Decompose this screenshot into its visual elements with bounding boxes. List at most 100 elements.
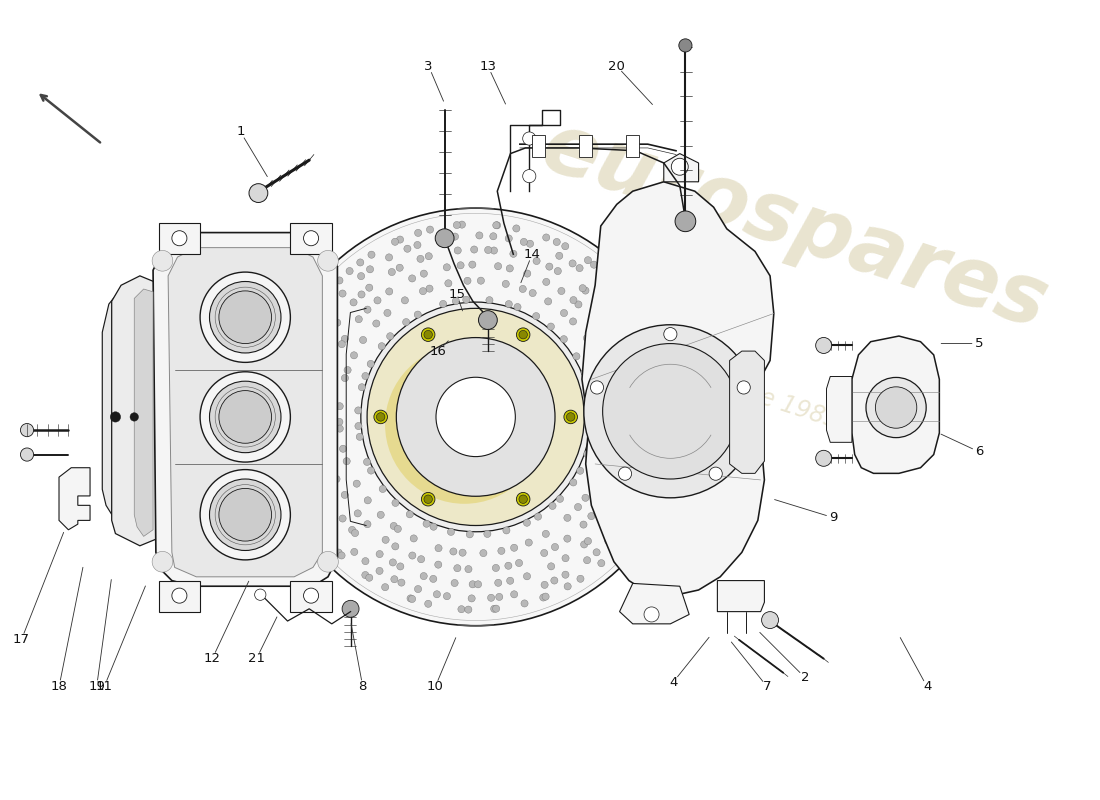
Circle shape [402,297,408,304]
Circle shape [386,288,393,295]
Circle shape [560,335,568,342]
Circle shape [484,530,491,538]
Circle shape [390,576,398,583]
Circle shape [593,549,601,556]
Circle shape [542,593,549,600]
Circle shape [365,574,373,582]
Circle shape [529,290,536,297]
Circle shape [403,318,409,326]
Text: 13: 13 [480,60,496,73]
Circle shape [424,495,432,503]
Circle shape [491,606,498,613]
Circle shape [421,493,434,506]
Circle shape [570,479,576,486]
Circle shape [396,264,404,271]
Circle shape [414,242,421,249]
Text: 16: 16 [430,345,447,358]
Circle shape [360,337,366,343]
Circle shape [350,299,358,306]
Circle shape [358,273,365,280]
Circle shape [344,366,351,374]
Circle shape [816,338,832,354]
Circle shape [671,158,689,175]
Circle shape [425,600,432,607]
Circle shape [507,577,514,584]
Circle shape [365,284,373,291]
Circle shape [600,363,606,370]
Circle shape [560,310,568,317]
Circle shape [466,530,473,538]
Circle shape [385,345,543,504]
Circle shape [554,267,561,274]
Circle shape [464,278,471,284]
Circle shape [620,492,627,499]
Circle shape [415,311,421,318]
Circle shape [319,346,326,354]
Circle shape [652,390,659,397]
Circle shape [582,494,590,502]
Circle shape [493,564,499,571]
Circle shape [433,590,440,598]
Circle shape [585,383,593,390]
Circle shape [314,466,320,474]
Circle shape [420,573,427,580]
Circle shape [321,436,329,443]
Polygon shape [290,223,332,254]
Circle shape [444,280,452,287]
Circle shape [329,302,336,309]
Circle shape [319,530,326,537]
Circle shape [661,374,668,382]
Circle shape [520,238,527,246]
Circle shape [336,277,343,284]
Circle shape [613,546,620,552]
Circle shape [603,343,738,479]
Circle shape [307,386,314,394]
Circle shape [283,380,289,387]
Circle shape [584,257,592,264]
Circle shape [305,403,312,410]
Circle shape [354,510,361,517]
Circle shape [581,541,587,548]
Circle shape [316,301,322,308]
Circle shape [302,350,309,357]
Circle shape [588,314,595,322]
Circle shape [430,523,437,530]
Circle shape [548,562,554,570]
Circle shape [605,444,613,451]
Circle shape [519,286,526,293]
Circle shape [663,327,676,341]
Polygon shape [168,248,322,577]
Circle shape [493,222,499,229]
Circle shape [532,313,540,320]
Circle shape [471,246,477,253]
Text: 18: 18 [51,680,67,694]
Circle shape [591,346,597,353]
Circle shape [324,375,332,382]
Polygon shape [134,289,153,536]
Circle shape [566,413,575,421]
Circle shape [352,530,359,537]
Circle shape [356,259,364,266]
Circle shape [337,425,343,432]
Circle shape [450,548,456,555]
Circle shape [320,402,328,409]
Circle shape [522,170,536,182]
Circle shape [424,330,432,339]
Circle shape [307,490,315,497]
Circle shape [522,132,536,145]
Circle shape [656,354,663,362]
Circle shape [465,566,472,573]
Polygon shape [102,282,146,530]
Circle shape [451,233,459,240]
Circle shape [200,470,290,560]
Circle shape [553,238,560,246]
Circle shape [254,589,266,600]
Circle shape [407,595,414,602]
Circle shape [621,310,628,317]
Circle shape [209,282,280,353]
Circle shape [339,515,346,522]
Circle shape [710,467,723,480]
Circle shape [816,450,832,466]
Circle shape [388,269,395,275]
Circle shape [353,480,361,487]
